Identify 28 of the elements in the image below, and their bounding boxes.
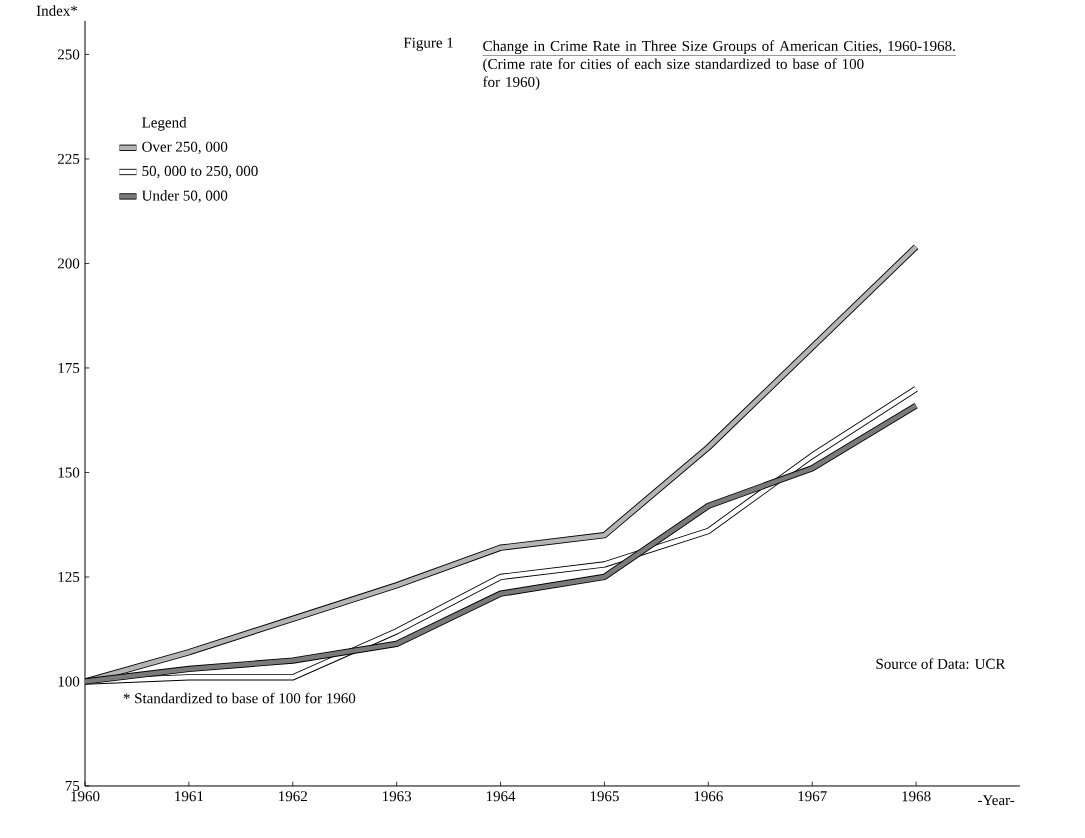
x-axis-title: -Year- — [978, 795, 1015, 806]
y-axis-title: Index* — [36, 5, 78, 16]
legend-label: Under 50, 000 — [141, 190, 228, 203]
y-tick-label: 250 — [57, 49, 80, 60]
y-tick-label: 150 — [58, 467, 80, 478]
y-tick-label: 175 — [58, 362, 80, 373]
text: Change in Crime Rate in Three Size Groups of American Cities, 1960-1968. — [483, 40, 955, 55]
annotation: Source of Data: UCR — [876, 658, 1006, 669]
x-tick-label: 1964 — [486, 791, 516, 802]
x-tick-label: 1966 — [694, 791, 723, 802]
y-tick-label: 100 — [58, 676, 80, 687]
x-tick-label: 1965 — [590, 791, 619, 802]
y-tick-label: 125 — [58, 571, 80, 582]
y-tick-label: 200 — [57, 258, 80, 269]
x-tick-label: 1963 — [382, 791, 412, 802]
x-tick-label: 1968 — [902, 791, 931, 802]
x-tick-label: 1967 — [798, 791, 827, 802]
x-tick-label: 1961 — [175, 791, 203, 802]
legend-label: Over 250, 000 — [142, 141, 228, 154]
x-tick-label: 1962 — [279, 791, 307, 802]
text: (Crime rate for cities of each size standardized to base of 100 for 1960) — [483, 58, 864, 91]
annotation: Figure 1 — [403, 37, 453, 51]
annotation: * Standardized to base of 100 for 1960 — [123, 692, 356, 704]
x-tick-label: 1960 — [71, 791, 100, 802]
legend-title: Legend — [142, 117, 187, 131]
y-tick-label: 225 — [57, 153, 80, 164]
legend-label: 50, 000 to 250, 000 — [142, 165, 258, 179]
y-tick-label: 75 — [65, 781, 80, 791]
